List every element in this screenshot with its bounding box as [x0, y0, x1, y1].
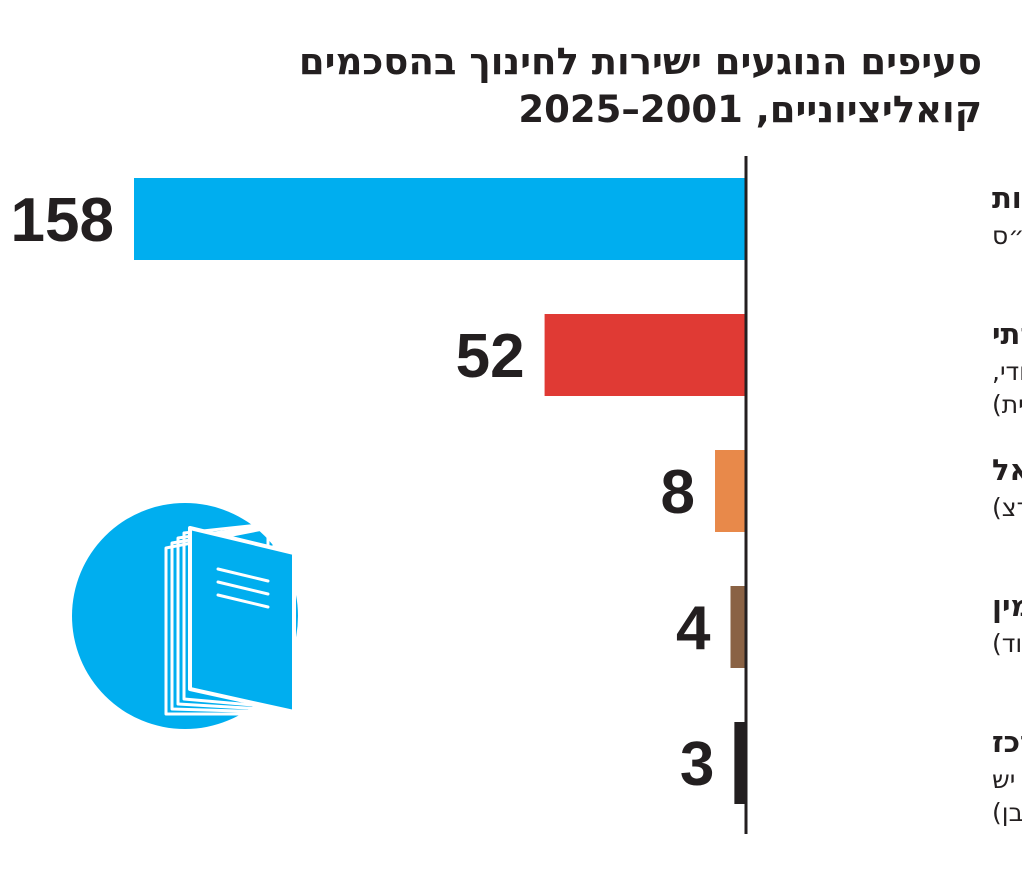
page-back-4: [164, 526, 270, 716]
page-text-line: [216, 567, 270, 583]
bar-0: [134, 178, 746, 260]
value-label-1: 52: [456, 322, 525, 391]
category-detail-4-1: עתיד, כחול לבן): [992, 798, 1022, 827]
value-label-2: 8: [661, 458, 695, 527]
page-back-3: [170, 524, 276, 714]
labels-layer: 158 מפלגות חרדיות (יהדות התורה, ש״ס 52 מפלגו…: [11, 181, 1022, 827]
chart-title: סעיפים הנוגעים ישירות לחינוך בהסכמים קוא…: [82, 38, 982, 134]
category-detail-0-0: (יהדות התורה, ש״ס: [992, 221, 1022, 250]
page-front: [188, 526, 296, 714]
bar-1: [544, 314, 746, 396]
chart-title-line-1: סעיפים הנוגעים ישירות לחינוך בהסכמים: [298, 40, 982, 83]
chart-title-line-2: קואליציוניים, 2001–2025: [518, 88, 982, 131]
category-label-2: מפלגות שמאל: [992, 453, 1022, 487]
documents-icon: [72, 503, 298, 729]
category-detail-1-0: (מפד״ל, הבית היהודי,: [992, 357, 1022, 386]
category-detail-4-0: (שינוי, קדימה, יש: [992, 765, 1022, 794]
category-label-3: מפלגות ימין: [992, 589, 1022, 623]
value-label-4: 3: [680, 730, 714, 799]
category-label-0: מפלגות חרדיות: [992, 181, 1022, 215]
category-detail-2-0: (עבודה, מרצ): [992, 493, 1022, 522]
page-text-line: [216, 593, 270, 609]
value-label-0: 158: [11, 186, 114, 255]
value-label-3: 4: [676, 594, 711, 663]
bars-layer: [134, 178, 746, 804]
bar-2: [715, 450, 746, 532]
category-label-4: מפלגות מרכז: [992, 725, 1022, 759]
category-label-1: מפלגות ימין דתי: [992, 317, 1022, 351]
bar-4: [734, 722, 746, 804]
category-detail-3-0: (ליכוד): [992, 629, 1022, 658]
bar-3: [730, 586, 746, 668]
page-text-line: [216, 580, 270, 596]
category-detail-1-1: הציונות הדתית): [992, 390, 1022, 419]
